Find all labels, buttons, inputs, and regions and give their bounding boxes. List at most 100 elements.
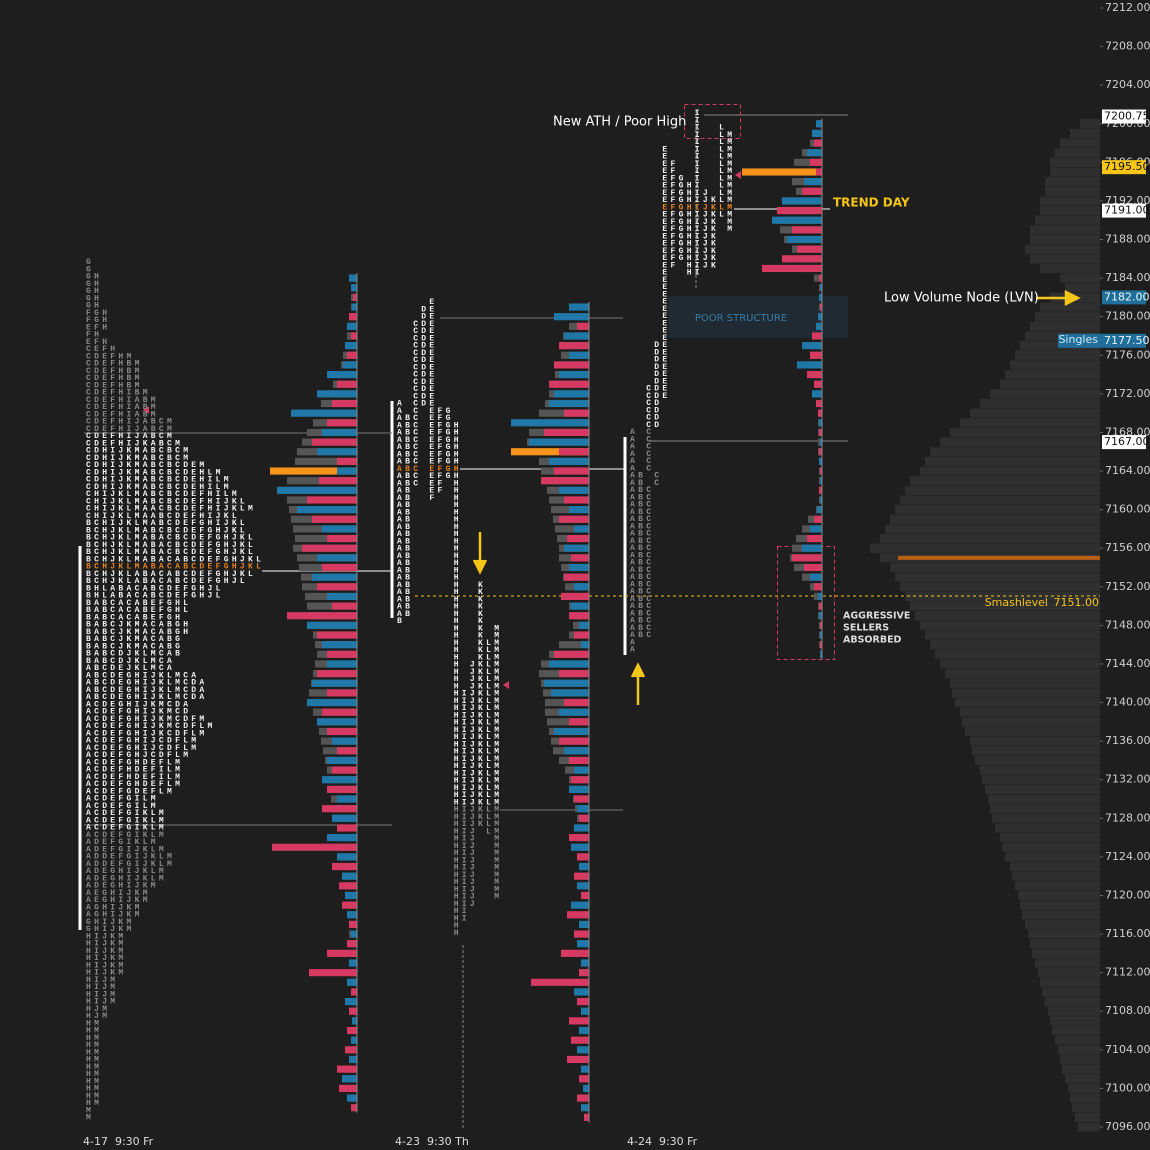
- composite-bar: [1030, 321, 1100, 331]
- composite-bar: [960, 418, 1100, 428]
- delta-bar: [559, 515, 589, 523]
- tpo-row: DE: [630, 356, 671, 365]
- delta-bar: [818, 409, 822, 417]
- delta-bar: [317, 448, 357, 456]
- tpo-row: E: [630, 327, 671, 336]
- tpo-row: HIJM: [86, 990, 118, 999]
- tpo-row: BABCJKMACABGH: [86, 628, 191, 637]
- tpo-row: HM: [86, 1056, 102, 1065]
- delta-bar: [574, 525, 589, 533]
- tpo-row: CDHIJKMABCBCM: [86, 454, 191, 463]
- composite-bar: [910, 476, 1100, 486]
- tpo-row: FGH: [86, 316, 110, 325]
- composite-bar: [985, 784, 1100, 794]
- composite-bar: [885, 524, 1100, 534]
- tpo-row: AB H K: [397, 581, 486, 590]
- delta-bar: [351, 332, 357, 340]
- delta-bar: [551, 689, 589, 697]
- tpo-row: ACDEFHDEFILM: [86, 766, 183, 775]
- composite-bar: [1010, 360, 1100, 370]
- delta-bar: [777, 207, 822, 215]
- tpo-row: ABCDEJKLMCA: [86, 664, 175, 673]
- tpo-row: CDEFHIBM: [86, 389, 151, 398]
- tpo-row: ABC: [630, 493, 654, 502]
- tpo-row: HJM: [86, 1005, 110, 1014]
- tpo-row: CDHIJKMABCBCDEHILM: [86, 483, 232, 492]
- composite-bar: [890, 562, 1100, 573]
- tpo-row: CDHIJKMABCBCDEHILM: [86, 476, 232, 485]
- tpo-row: BCHJKLABACABCDEFGHJKL: [86, 570, 256, 579]
- delta-bar: [349, 274, 357, 282]
- tpo-row: HIJKLM: [397, 733, 502, 742]
- delta-bar: [347, 322, 357, 330]
- delta-bar: [554, 313, 589, 321]
- delta-bar: [804, 178, 822, 186]
- delta-bar: [337, 747, 357, 755]
- tpo-row: H JKLM: [397, 675, 502, 684]
- marker: [143, 406, 149, 414]
- composite-bar: [1048, 1006, 1100, 1016]
- composite-bar: [905, 591, 1100, 602]
- tpo-row: AGHIJKM: [86, 911, 143, 920]
- composite-bar: [1045, 177, 1100, 187]
- poc-bar: [270, 467, 357, 475]
- composite-bar: [905, 485, 1100, 495]
- delta-bar: [312, 438, 357, 446]
- delta-bar: [804, 563, 822, 572]
- delta-bar: [529, 438, 589, 446]
- delta-bar: [819, 612, 822, 620]
- tpo-row: BHLABACABCDEFGHJL: [86, 584, 224, 593]
- delta-bar: [816, 168, 822, 176]
- y-tick-label: 7116.00: [1105, 927, 1150, 940]
- delta-bar: [820, 621, 822, 629]
- tpo-row: HM: [86, 1092, 102, 1101]
- tpo-row: HIJKLM: [397, 704, 502, 713]
- composite-bar: [1060, 1054, 1100, 1065]
- delta-bar: [820, 496, 822, 504]
- delta-bar: [327, 756, 357, 765]
- tpo-row: CDEFHIABM: [86, 410, 159, 419]
- tpo-row: HM: [86, 1070, 102, 1079]
- composite-bar: [925, 456, 1100, 466]
- tpo-row: EFGHIJKLM: [630, 211, 735, 220]
- date-label: 4-23 9:30 Th: [395, 1135, 469, 1148]
- tpo-row: HM: [86, 1077, 102, 1086]
- tpo-row: AB H: [397, 552, 462, 561]
- delta-bar: [559, 486, 589, 494]
- tpo-row: ABC: [630, 508, 654, 517]
- y-tick-label: 7164.00: [1105, 464, 1150, 477]
- delta-bar: [302, 544, 357, 552]
- composite-bar: [990, 804, 1100, 814]
- delta-bar: [820, 641, 822, 649]
- delta-bar: [819, 419, 822, 427]
- price-label: 7195.50: [1104, 160, 1150, 173]
- delta-bar: [554, 727, 589, 736]
- tpo-row: ABC: [630, 537, 654, 546]
- tpo-row: DE: [630, 348, 671, 357]
- delta-bar: [544, 428, 589, 437]
- tpo-row: HIJ M: [397, 864, 502, 873]
- tpo-row: DE: [397, 313, 438, 322]
- delta-bar: [291, 409, 357, 417]
- tpo-row: ABC: [630, 559, 654, 568]
- tpo-row: HIJKLM: [397, 798, 502, 807]
- tpo-row: ACDEFGIKLM: [86, 831, 167, 840]
- tpo-row: E I LM: [630, 153, 735, 162]
- tpo-row: BCHJKLMABACABCDEFGHJKL: [86, 563, 264, 572]
- tpo-row: EFH: [86, 323, 110, 332]
- delta-bar: [577, 998, 589, 1006]
- tpo-row: ABC EFG: [397, 414, 454, 423]
- tpo-row: EFGHIJK: [630, 240, 719, 249]
- delta-bar: [287, 612, 357, 620]
- delta-bar: [787, 235, 822, 244]
- tpo-row: A C: [630, 435, 654, 444]
- delta-bar: [818, 313, 822, 321]
- delta-bar: [819, 457, 822, 465]
- composite-bar: [1060, 138, 1100, 148]
- tpo-row: CDEFHBM: [86, 374, 143, 383]
- tpo-row: I LM: [630, 131, 735, 140]
- tpo-row: DE: [630, 370, 671, 379]
- delta-bar: [574, 872, 589, 880]
- composite-bar: [925, 630, 1100, 640]
- tpo-row: HIJKLM: [397, 719, 502, 728]
